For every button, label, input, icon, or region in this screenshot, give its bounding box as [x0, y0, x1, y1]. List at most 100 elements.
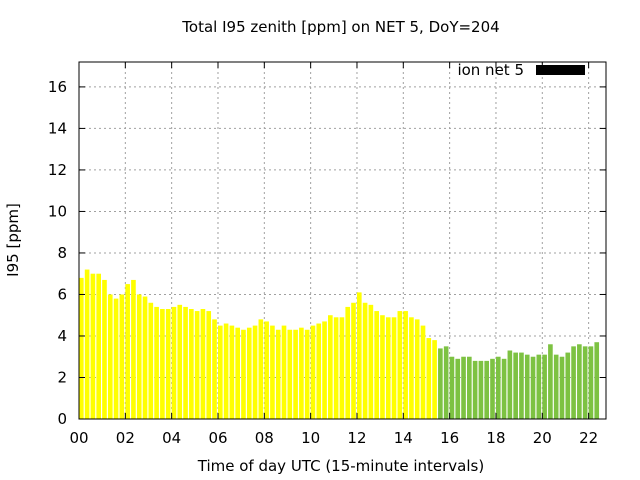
- bar: [316, 323, 322, 419]
- bar: [356, 292, 362, 419]
- x-tick-label: 02: [116, 429, 135, 447]
- x-tick-label: 08: [255, 429, 274, 447]
- bar: [90, 273, 96, 419]
- bar: [432, 340, 437, 419]
- bar: [501, 358, 507, 419]
- bar: [194, 311, 200, 419]
- bar: [177, 304, 183, 419]
- x-tick-label: 14: [394, 429, 413, 447]
- y-tick-label: 12: [48, 161, 67, 179]
- bar: [472, 360, 478, 419]
- bar: [113, 298, 119, 419]
- bar: [212, 319, 217, 419]
- x-tick-labels: 00 02 04 06 08 10 12 14 16 18 20 22: [69, 429, 598, 447]
- bar: [588, 346, 594, 419]
- bar: [252, 325, 258, 419]
- bar: [107, 294, 113, 419]
- bar: [467, 356, 472, 419]
- bar: [275, 329, 281, 419]
- x-tick-label: 10: [301, 429, 320, 447]
- bar: [165, 308, 171, 419]
- bar: [79, 277, 84, 419]
- bar: [229, 325, 235, 419]
- bar: [461, 356, 466, 419]
- bar: [84, 269, 90, 419]
- bar: [536, 354, 542, 419]
- bar: [328, 315, 333, 419]
- bar: [582, 346, 588, 419]
- bar: [223, 323, 229, 419]
- bar: [478, 360, 484, 419]
- bar: [160, 308, 165, 419]
- y-tick-label: 8: [57, 244, 67, 262]
- y-tick-label: 6: [57, 285, 67, 303]
- bar: [559, 356, 565, 419]
- bar: [171, 306, 177, 419]
- bar: [102, 279, 107, 419]
- bars: [79, 269, 600, 419]
- y-tick-label: 14: [48, 119, 67, 137]
- x-tick-label: 04: [162, 429, 181, 447]
- bar: [293, 329, 298, 419]
- bar: [524, 354, 530, 419]
- bar: [426, 338, 432, 419]
- bar: [519, 352, 524, 419]
- bar: [136, 294, 142, 419]
- bar: [542, 354, 547, 419]
- bar: [513, 352, 518, 419]
- x-tick-label: 06: [208, 429, 227, 447]
- bar: [490, 358, 495, 419]
- bar: [264, 321, 269, 419]
- bar: [246, 327, 252, 419]
- bar: [403, 311, 408, 419]
- bar: [438, 348, 443, 419]
- x-tick-label: 18: [486, 429, 505, 447]
- y-tick-labels: 0 2 4 6 8 10 12 14 16: [48, 78, 67, 428]
- bar: [449, 356, 455, 419]
- bar: [409, 317, 414, 419]
- bar: [217, 325, 223, 419]
- bar: [206, 311, 212, 419]
- bar: [287, 329, 293, 419]
- bar: [339, 317, 345, 419]
- bar: [270, 325, 275, 419]
- bar: [571, 346, 576, 419]
- bar: [391, 317, 397, 419]
- bar: [548, 344, 553, 419]
- y-tick-label: 16: [48, 78, 67, 96]
- bar: [368, 304, 374, 419]
- bar: [351, 302, 356, 419]
- bar: [96, 273, 102, 419]
- bar: [131, 279, 136, 419]
- bar: [200, 308, 206, 419]
- bar: [125, 284, 130, 419]
- y-tick-label: 2: [57, 368, 67, 386]
- x-tick-label: 16: [440, 429, 459, 447]
- x-tick-label: 00: [69, 429, 88, 447]
- bar: [241, 329, 246, 419]
- bar: [420, 325, 426, 419]
- y-tick-label: 10: [48, 202, 67, 220]
- bar: [304, 329, 310, 419]
- bar: [183, 306, 188, 419]
- bar: [507, 350, 513, 419]
- bar: [385, 317, 391, 419]
- bar: [345, 306, 351, 419]
- bar: [154, 306, 159, 419]
- y-axis-label: I95 [ppm]: [4, 203, 22, 277]
- bar: [258, 319, 264, 419]
- bar: [484, 360, 490, 419]
- bar: [142, 296, 148, 419]
- bar: [281, 325, 287, 419]
- bar: [530, 356, 536, 419]
- x-axis-label: Time of day UTC (15-minute intervals): [197, 457, 484, 475]
- bar: [455, 358, 461, 419]
- bar: [594, 342, 600, 419]
- plot-frame: [78, 61, 607, 420]
- x-tick-label: 20: [533, 429, 552, 447]
- bar: [380, 315, 385, 419]
- bar: [374, 311, 379, 419]
- bar: [333, 317, 339, 419]
- bar: [189, 308, 194, 419]
